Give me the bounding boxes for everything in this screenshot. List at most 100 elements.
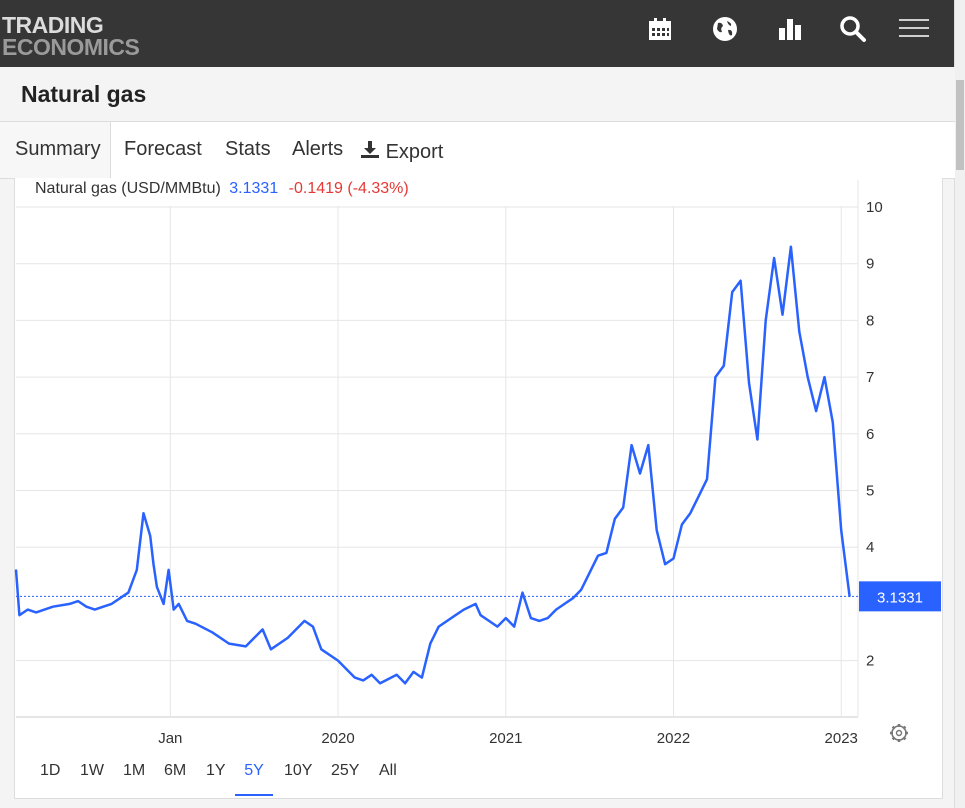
data-point (605, 552, 608, 554)
data-point (337, 659, 339, 662)
data-point (412, 671, 415, 673)
legend-series-name: Natural gas (USD/MMBtu) (35, 180, 221, 197)
data-point (303, 620, 306, 622)
data-point (94, 608, 96, 611)
page-title: Natural gas (21, 81, 147, 107)
data-point (127, 591, 130, 594)
chart-legend: Natural gas (USD/MMBtu) 3.1331 -0.1419 (… (35, 180, 409, 197)
y-tick-label: 5 (866, 483, 874, 500)
data-point (421, 676, 423, 679)
page-scrollbar[interactable] (954, 0, 965, 808)
y-tick-label: 6 (866, 426, 874, 443)
data-point (119, 597, 121, 600)
data-point (135, 569, 138, 571)
range-1m[interactable]: 1M (123, 762, 146, 779)
data-point (286, 637, 289, 639)
current-price-box (859, 581, 941, 612)
chart-settings-icon[interactable] (890, 724, 908, 742)
data-point (815, 410, 817, 412)
data-point (504, 617, 507, 619)
logo-line-1: TRADING (2, 12, 104, 38)
data-point (664, 563, 666, 566)
data-point (832, 421, 834, 424)
data-point (211, 631, 214, 634)
data-point (172, 608, 175, 611)
data-point (18, 614, 21, 617)
tab-alerts[interactable]: Alerts (292, 138, 344, 160)
range-5y[interactable]: 5Y (235, 762, 273, 796)
tab-stats[interactable]: Stats (225, 138, 271, 160)
data-point (538, 620, 541, 622)
data-point (681, 523, 683, 526)
globe-icon[interactable] (710, 14, 740, 44)
range-25y[interactable]: 25Y (331, 762, 360, 779)
data-point (530, 617, 532, 619)
x-tick-label: Jan (158, 730, 182, 747)
range-10y[interactable]: 10Y (284, 762, 313, 779)
search-icon[interactable] (838, 14, 868, 44)
tab-summary[interactable]: Summary (0, 122, 111, 178)
data-point (345, 668, 348, 670)
range-1y[interactable]: 1Y (206, 762, 226, 779)
data-point (563, 603, 566, 605)
data-point (244, 645, 247, 648)
y-axis-ticks: 2 4 5 6 7 8 9 10 (866, 199, 883, 670)
data-point (806, 376, 809, 378)
y-tick-label: 8 (866, 312, 874, 329)
data-point (437, 625, 440, 628)
y-tick-label: 4 (866, 539, 874, 556)
data-point (370, 673, 373, 676)
data-point (429, 642, 432, 645)
data-point (555, 608, 557, 611)
data-point (194, 622, 197, 625)
data-point (488, 620, 490, 622)
data-point (362, 679, 364, 682)
data-point (647, 444, 650, 446)
data-point (756, 438, 759, 441)
data-point (580, 588, 583, 591)
data-point (748, 381, 750, 384)
data-point (404, 682, 406, 685)
data-point (77, 600, 79, 602)
data-point (479, 614, 482, 617)
top-header: TRADING ECONOMICS (0, 0, 955, 67)
data-point (697, 495, 700, 497)
data-point (840, 529, 843, 531)
data-point (156, 586, 158, 588)
data-point (228, 642, 230, 645)
data-point (26, 608, 29, 611)
scrollbar-thumb[interactable] (956, 80, 964, 170)
data-point (739, 279, 742, 282)
range-1w[interactable]: 1W (80, 762, 104, 779)
data-point (142, 512, 145, 514)
x-tick-label: 2020 (321, 730, 354, 747)
range-1d[interactable]: 1D (40, 762, 61, 779)
data-point (35, 611, 37, 614)
data-point (823, 376, 826, 378)
data-point (474, 603, 477, 605)
download-icon (361, 141, 379, 158)
data-point (379, 682, 381, 685)
data-point (270, 648, 272, 651)
calendar-icon[interactable] (645, 14, 675, 44)
range-all[interactable]: All (379, 762, 397, 779)
tab-export-label: Export (385, 141, 444, 163)
x-tick-label: 2022 (657, 730, 690, 747)
y-tick-label: 7 (866, 369, 874, 386)
chart-grid (16, 180, 859, 718)
trading-economics-logo[interactable]: TRADING ECONOMICS (2, 12, 140, 59)
y-tick-label: 10 (866, 199, 883, 216)
tab-forecast[interactable]: Forecast (124, 138, 202, 160)
range-6m[interactable]: 6M (164, 762, 187, 779)
data-point (790, 245, 792, 248)
tab-bar: Summary Forecast Stats Alerts Export (0, 121, 955, 179)
bar-chart-icon[interactable] (775, 14, 805, 44)
tab-export[interactable]: Export (360, 138, 443, 164)
data-point (689, 512, 692, 514)
menu-icon[interactable] (898, 14, 930, 44)
data-point (102, 605, 105, 608)
data-point (572, 597, 574, 600)
y-tick-label: 9 (866, 256, 874, 273)
data-point (630, 444, 633, 446)
